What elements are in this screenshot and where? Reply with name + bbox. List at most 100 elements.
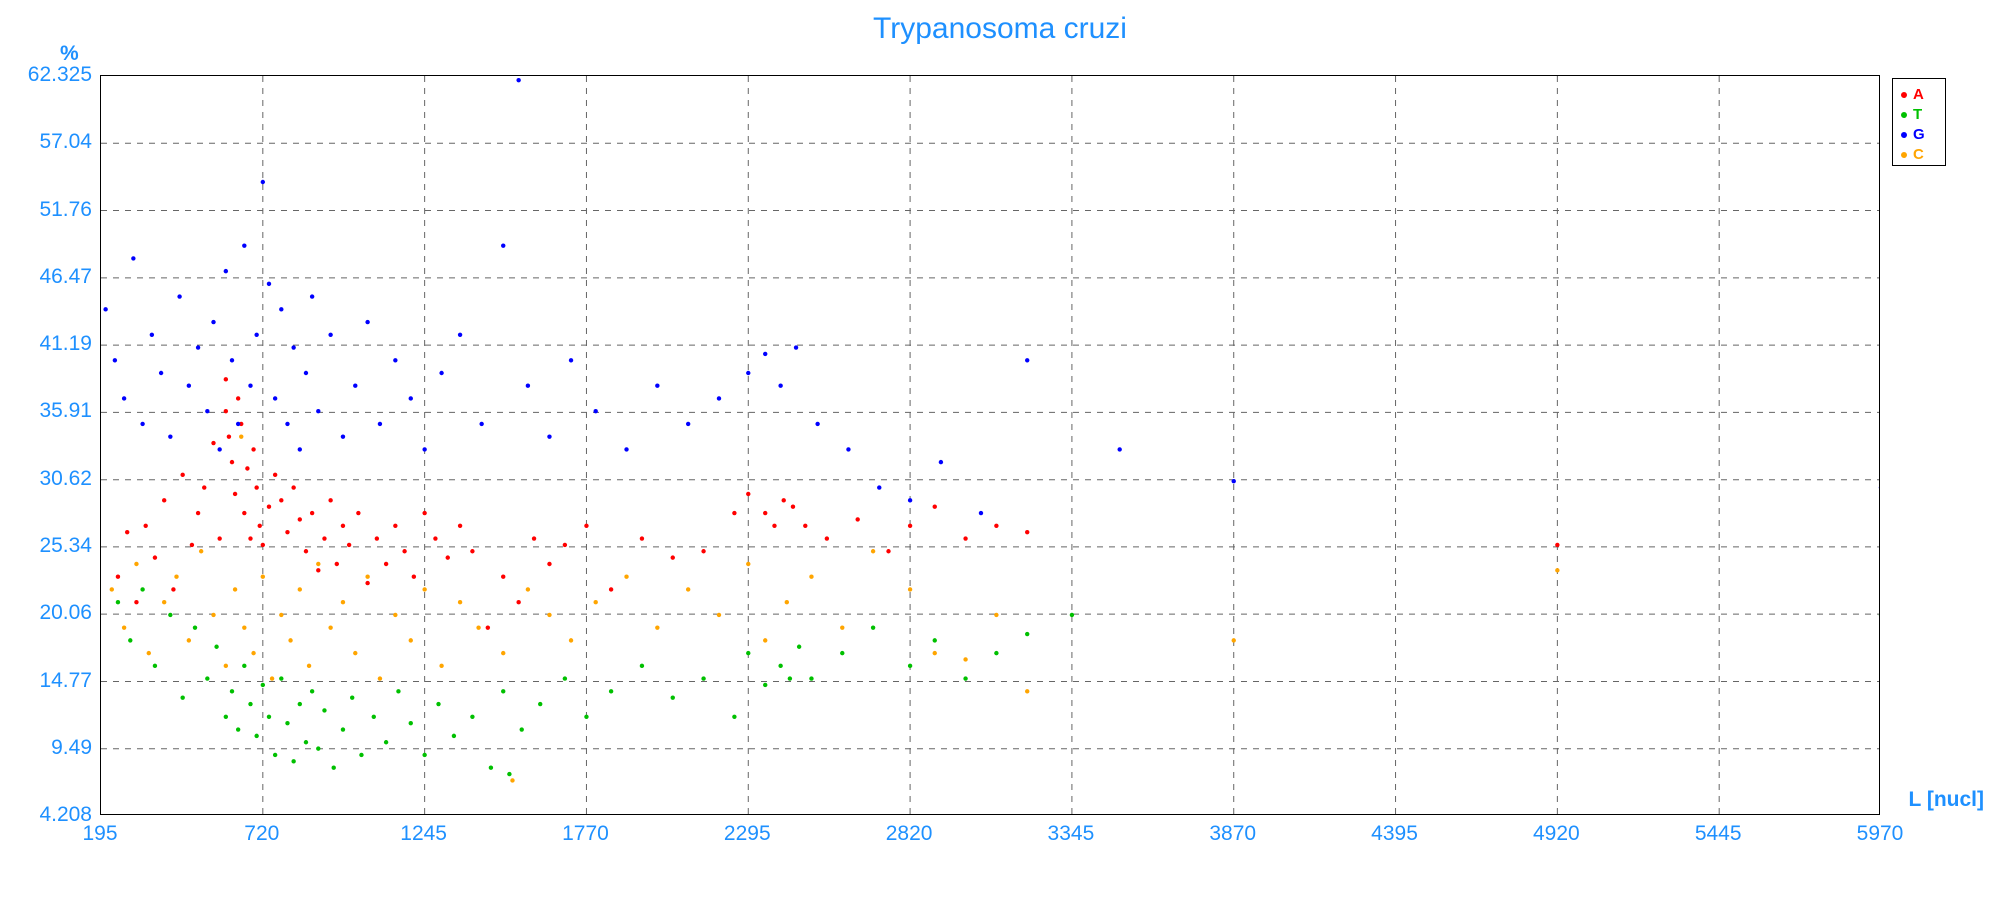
point-C	[476, 625, 480, 629]
point-T	[809, 676, 813, 680]
point-A	[116, 575, 120, 579]
point-G	[422, 447, 426, 451]
point-C	[547, 613, 551, 617]
point-T	[732, 715, 736, 719]
point-G	[159, 371, 163, 375]
point-G	[439, 371, 443, 375]
point-T	[763, 683, 767, 687]
point-A	[1025, 530, 1029, 534]
point-T	[372, 715, 376, 719]
point-G	[131, 256, 135, 260]
point-G	[547, 434, 551, 438]
point-C	[569, 638, 573, 642]
point-T	[507, 772, 511, 776]
point-A	[701, 549, 705, 553]
legend-label: G	[1913, 125, 1925, 145]
point-T	[778, 664, 782, 668]
point-A	[211, 441, 215, 445]
point-A	[310, 511, 314, 515]
point-A	[347, 543, 351, 547]
point-A	[516, 600, 520, 604]
point-A	[202, 485, 206, 489]
point-T	[396, 689, 400, 693]
point-G	[1232, 479, 1236, 483]
point-C	[526, 587, 530, 591]
point-G	[242, 243, 246, 247]
point-G	[187, 384, 191, 388]
point-T	[797, 645, 801, 649]
point-G	[939, 460, 943, 464]
point-G	[979, 511, 983, 515]
point-A	[261, 543, 265, 547]
point-C	[242, 625, 246, 629]
point-A	[963, 536, 967, 540]
point-A	[273, 473, 277, 477]
point-T	[168, 613, 172, 617]
point-T	[871, 625, 875, 629]
point-G	[594, 409, 598, 413]
point-A	[180, 473, 184, 477]
point-G	[341, 434, 345, 438]
point-G	[291, 345, 295, 349]
point-A	[547, 562, 551, 566]
point-T	[205, 676, 209, 680]
point-G	[328, 333, 332, 337]
point-G	[196, 345, 200, 349]
point-G	[140, 422, 144, 426]
point-G	[877, 485, 881, 489]
point-T	[285, 721, 289, 725]
point-A	[304, 549, 308, 553]
x-tick-label: 1245	[394, 822, 454, 846]
point-G	[298, 447, 302, 451]
point-C	[594, 600, 598, 604]
y-tick-label: 46.47	[2, 265, 92, 289]
legend-item-T: T	[1901, 105, 1937, 125]
point-C	[365, 575, 369, 579]
point-A	[227, 434, 231, 438]
point-A	[1555, 543, 1559, 547]
point-G	[794, 345, 798, 349]
point-C	[717, 613, 721, 617]
point-T	[359, 753, 363, 757]
point-A	[230, 460, 234, 464]
point-C	[147, 651, 151, 655]
point-A	[267, 504, 271, 508]
y-tick-label: 57.04	[2, 130, 92, 154]
point-G	[717, 396, 721, 400]
point-C	[261, 575, 265, 579]
point-T	[279, 676, 283, 680]
x-tick-label: 4395	[1365, 822, 1425, 846]
point-G	[248, 384, 252, 388]
point-T	[310, 689, 314, 693]
point-G	[655, 384, 659, 388]
x-tick-label: 2820	[879, 822, 939, 846]
point-C	[908, 587, 912, 591]
point-T	[908, 664, 912, 668]
point-A	[486, 625, 490, 629]
point-C	[1232, 638, 1236, 642]
point-C	[251, 651, 255, 655]
x-tick-label: 1770	[555, 822, 615, 846]
point-A	[134, 600, 138, 604]
point-A	[196, 511, 200, 515]
point-A	[609, 587, 613, 591]
legend-swatch-icon	[1901, 112, 1907, 118]
legend-label: T	[1913, 105, 1922, 125]
point-G	[168, 434, 172, 438]
point-T	[609, 689, 613, 693]
point-G	[458, 333, 462, 337]
y-tick-label: 25.34	[2, 534, 92, 558]
y-tick-label: 51.76	[2, 198, 92, 222]
point-A	[412, 575, 416, 579]
point-C	[994, 613, 998, 617]
point-A	[933, 504, 937, 508]
point-G	[150, 333, 154, 337]
point-A	[563, 543, 567, 547]
point-A	[248, 536, 252, 540]
point-A	[316, 568, 320, 572]
point-T	[341, 727, 345, 731]
legend-swatch-icon	[1901, 132, 1907, 138]
point-T	[291, 759, 295, 763]
point-C	[458, 600, 462, 604]
point-T	[520, 727, 524, 731]
